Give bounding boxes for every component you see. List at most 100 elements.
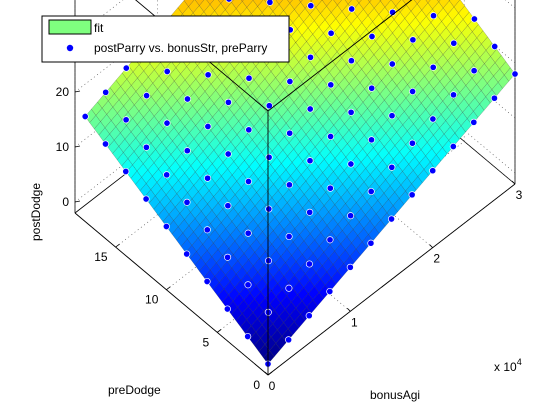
x-tick-label: 3 bbox=[516, 188, 523, 202]
data-point bbox=[244, 332, 252, 341]
data-point bbox=[305, 260, 313, 268]
data-point bbox=[490, 94, 498, 102]
y-tick-label: 0 bbox=[253, 378, 260, 392]
z-tick-label: 10 bbox=[56, 140, 70, 154]
data-point bbox=[429, 115, 437, 123]
surface-patch bbox=[437, 0, 441, 3]
data-point bbox=[285, 232, 293, 241]
data-point bbox=[122, 167, 130, 176]
data-point bbox=[244, 281, 252, 289]
data-point bbox=[224, 253, 232, 261]
data-point bbox=[367, 187, 375, 196]
data-point bbox=[470, 67, 478, 75]
surface-patch bbox=[287, 0, 293, 4]
y-axis-label: preDodge bbox=[108, 383, 161, 397]
axes-edges bbox=[74, 0, 516, 376]
data-point bbox=[306, 208, 314, 216]
surface-patch bbox=[356, 0, 362, 4]
data-point bbox=[204, 174, 212, 182]
data-point bbox=[183, 95, 192, 103]
surface-patch bbox=[379, 0, 382, 2]
legend-points-label: postParry vs. bonusStr, preParry bbox=[94, 41, 267, 55]
surface-patch bbox=[263, 350, 275, 365]
data-point bbox=[348, 5, 356, 13]
data-point bbox=[122, 116, 130, 124]
data-point bbox=[327, 81, 335, 89]
data-point bbox=[408, 191, 416, 199]
data-point bbox=[285, 284, 293, 292]
data-point bbox=[204, 122, 212, 131]
data-point bbox=[285, 181, 293, 189]
z-tick-label: 0 bbox=[62, 195, 69, 209]
data-point bbox=[122, 64, 130, 72]
data-point bbox=[347, 212, 355, 220]
data-point bbox=[163, 67, 171, 76]
surface-patch bbox=[241, 0, 244, 2]
data-point bbox=[470, 15, 478, 23]
data-point bbox=[306, 105, 314, 113]
data-point bbox=[449, 142, 457, 151]
data-point bbox=[367, 239, 375, 247]
data-point bbox=[305, 312, 313, 320]
data-point bbox=[368, 84, 376, 92]
data-point bbox=[409, 36, 417, 44]
data-point bbox=[429, 63, 437, 71]
data-point bbox=[101, 140, 110, 148]
data-point bbox=[142, 195, 150, 203]
data-point bbox=[203, 226, 211, 234]
surface-patch bbox=[218, 0, 224, 4]
data-point bbox=[511, 70, 519, 78]
data-point bbox=[286, 77, 294, 86]
data-point bbox=[326, 287, 334, 296]
data-point bbox=[326, 236, 334, 244]
legend-points-marker bbox=[66, 44, 74, 52]
data-point bbox=[223, 305, 231, 313]
data-point bbox=[306, 53, 315, 61]
z-axis-label: postDodge bbox=[29, 183, 43, 241]
data-point bbox=[183, 198, 191, 206]
data-point bbox=[102, 88, 110, 96]
data-point bbox=[306, 157, 314, 165]
data-point bbox=[307, 2, 315, 10]
legend-fit-label: fit bbox=[94, 21, 104, 35]
y-tick-label: 10 bbox=[145, 293, 159, 307]
data-point bbox=[470, 118, 478, 126]
surface-patch bbox=[414, 0, 421, 5]
data-point bbox=[244, 229, 252, 237]
x-tick-label: 1 bbox=[351, 315, 358, 329]
data-point bbox=[327, 132, 335, 141]
data-point bbox=[183, 147, 191, 155]
surface-patch bbox=[425, 0, 431, 4]
data-point bbox=[163, 171, 171, 179]
data-point bbox=[347, 57, 355, 65]
data-point bbox=[265, 153, 273, 161]
data-point bbox=[326, 184, 334, 192]
y-tick-label: 5 bbox=[203, 335, 210, 349]
data-point bbox=[225, 0, 233, 3]
x-tick-label: 2 bbox=[433, 252, 440, 266]
x-axis-exponent: x 104 bbox=[494, 357, 522, 374]
data-point bbox=[346, 263, 354, 271]
data-point bbox=[449, 91, 458, 99]
data-point bbox=[203, 277, 211, 286]
data-point bbox=[266, 0, 274, 6]
x-axis-label: bonusAgi bbox=[370, 388, 420, 402]
data-point bbox=[264, 257, 273, 265]
data-point bbox=[204, 71, 212, 79]
data-point bbox=[367, 136, 376, 144]
data-point bbox=[347, 160, 355, 168]
data-point bbox=[142, 143, 150, 151]
data-point bbox=[81, 112, 89, 121]
surface-patch bbox=[310, 0, 313, 2]
data-point bbox=[491, 42, 499, 51]
surface-patch bbox=[367, 0, 372, 3]
data-point bbox=[429, 167, 437, 175]
data-point bbox=[224, 98, 232, 106]
data-point bbox=[347, 108, 355, 116]
data-point bbox=[245, 126, 253, 134]
data-point bbox=[388, 60, 396, 68]
data-point bbox=[265, 102, 273, 110]
data-point bbox=[368, 32, 376, 41]
legend: fit postParry vs. bonusStr, preParry bbox=[41, 15, 290, 63]
